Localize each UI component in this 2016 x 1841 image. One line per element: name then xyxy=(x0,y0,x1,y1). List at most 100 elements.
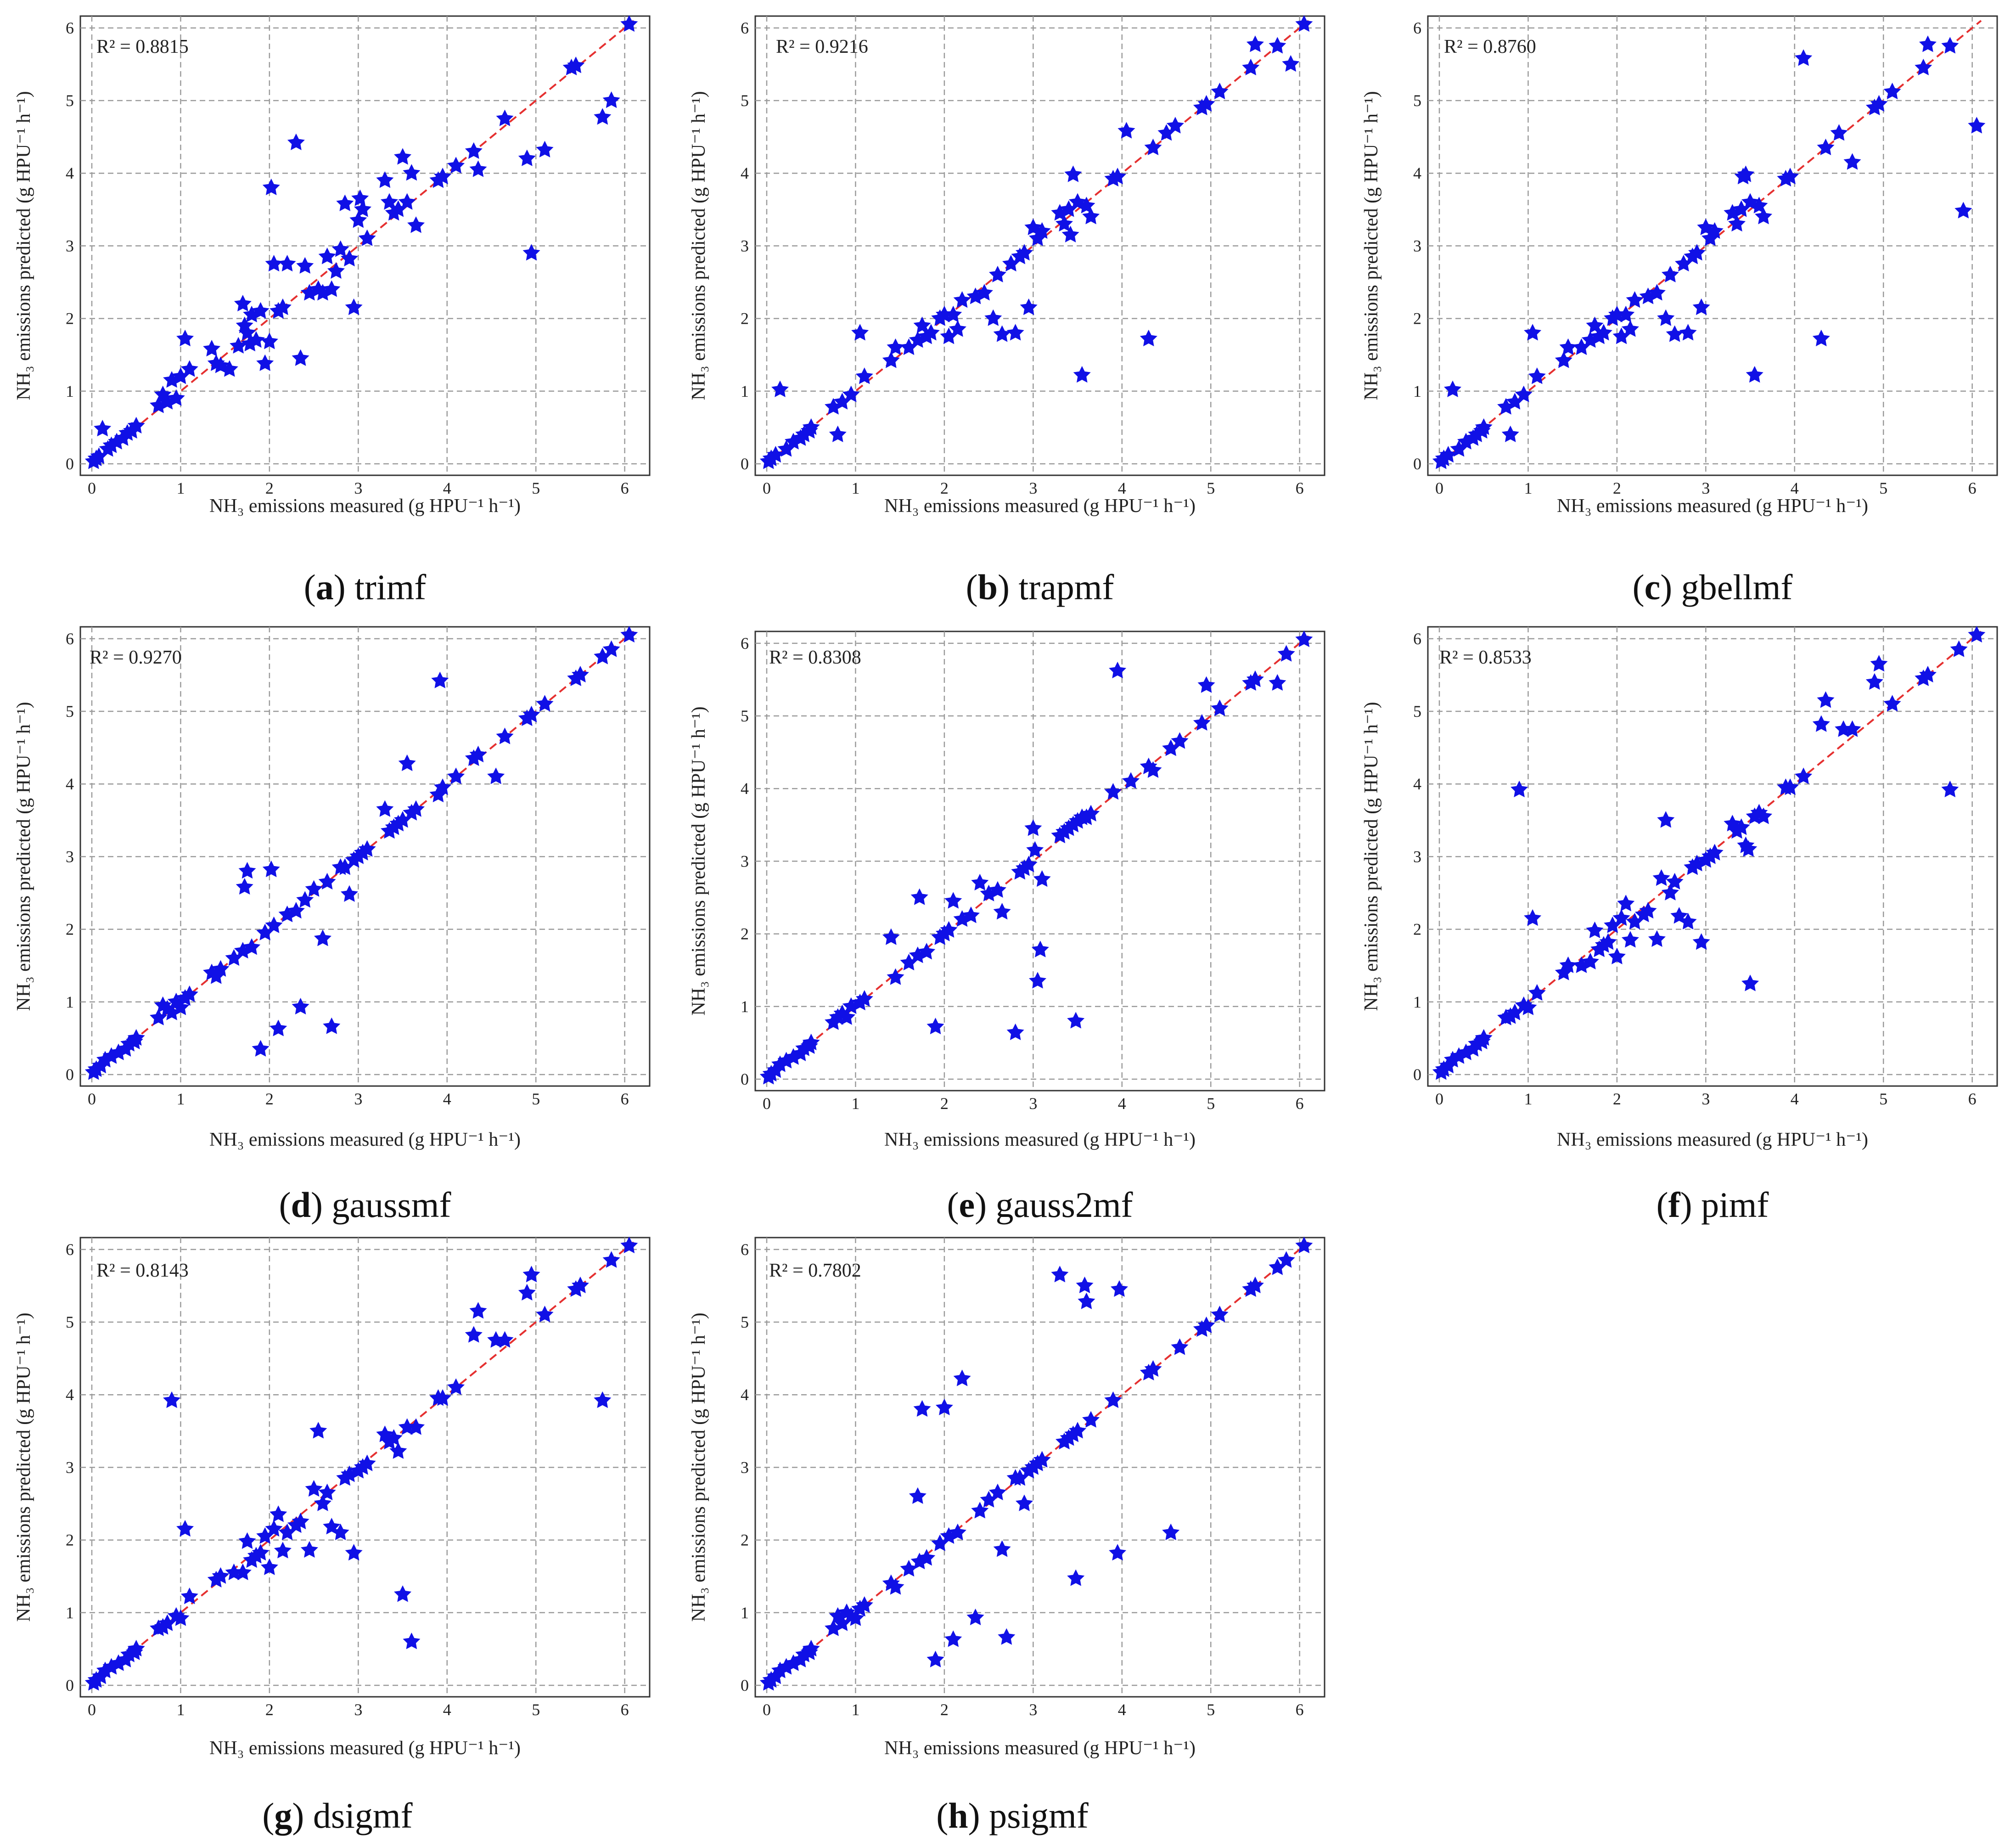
y-tick-labels: 0 1 2 3 4 5 6 xyxy=(1413,630,1421,1084)
x-tick-label: 3 xyxy=(1029,479,1037,497)
data-point xyxy=(1830,124,1848,141)
x-tick-label: 0 xyxy=(1435,1090,1443,1108)
data-point xyxy=(1741,974,1759,991)
panel-caption: (h) psigmf xyxy=(936,1796,1089,1835)
y-tick-labels: 0 1 2 3 4 5 6 xyxy=(66,1240,74,1695)
data-point xyxy=(1941,780,1959,798)
data-point xyxy=(203,340,221,357)
data-point xyxy=(176,329,194,347)
data-point xyxy=(1621,931,1639,948)
data-point xyxy=(855,367,873,384)
x-tick-label: 0 xyxy=(763,1094,771,1113)
panel-letter: f xyxy=(1668,1185,1681,1225)
y-tick-label: 6 xyxy=(741,1240,749,1259)
x-tick-label: 0 xyxy=(763,1700,771,1719)
y-tick-label: 3 xyxy=(741,1458,749,1476)
y-tick-label: 2 xyxy=(66,1531,74,1549)
y-tick-label: 5 xyxy=(741,91,749,110)
y-tick-label: 3 xyxy=(1413,847,1421,866)
y-tick-label: 5 xyxy=(66,702,74,721)
data-point xyxy=(927,1018,944,1035)
y-tick-label: 0 xyxy=(741,455,749,473)
data-point xyxy=(1104,783,1122,800)
x-tick-labels: 0 1 2 3 4 5 6 xyxy=(88,1700,629,1719)
data-point xyxy=(1817,691,1835,708)
data-point xyxy=(927,1650,944,1667)
x-tick-label: 5 xyxy=(1879,479,1887,497)
panel-letter: c xyxy=(1645,567,1661,607)
data-point xyxy=(1246,35,1264,52)
data-point xyxy=(1919,35,1937,52)
data-point xyxy=(1865,673,1883,690)
y-tick-labels: 0 1 2 3 4 5 6 xyxy=(66,19,74,473)
panel-b: 0 1 2 3 4 5 6 0 1 2 3 4 5 6 R² = 0.9216 NH₃ emission… xyxy=(688,15,1325,607)
x-tick-label: 4 xyxy=(1118,1700,1126,1719)
data-point xyxy=(966,1608,984,1626)
data-point xyxy=(1692,298,1710,315)
y-tick-labels: 0 1 2 3 4 5 6 xyxy=(1413,19,1421,473)
data-point xyxy=(1269,674,1286,691)
gridlines xyxy=(755,631,1325,1091)
panel-name: trimf xyxy=(354,567,426,607)
y-tick-labels: 0 1 2 3 4 5 6 xyxy=(741,19,749,473)
data-point xyxy=(1511,780,1528,798)
data-point xyxy=(971,873,989,891)
data-point xyxy=(1795,767,1813,784)
y-tick-label: 4 xyxy=(741,1385,749,1404)
data-point xyxy=(1282,55,1300,72)
y-tick-label: 4 xyxy=(741,164,749,182)
y-tick-label: 0 xyxy=(66,1065,74,1084)
data-point xyxy=(1679,324,1697,341)
data-point xyxy=(602,91,620,108)
data-point xyxy=(465,142,483,159)
y-tick-label: 1 xyxy=(66,382,74,400)
data-point xyxy=(1211,83,1229,100)
y-tick-label: 6 xyxy=(66,630,74,648)
x-tick-label: 2 xyxy=(940,1094,949,1113)
gridlines xyxy=(755,16,1325,475)
x-tick-label: 6 xyxy=(621,1090,629,1108)
x-tick-label: 5 xyxy=(1207,1094,1215,1113)
data-point xyxy=(1883,83,1901,100)
y-tick-label: 1 xyxy=(741,1604,749,1622)
data-point xyxy=(771,380,789,397)
data-point xyxy=(536,1306,554,1323)
data-point xyxy=(1064,165,1082,182)
data-point xyxy=(1524,909,1542,926)
scatter-points xyxy=(759,1236,1313,1691)
y-axis-label: NH₃ emissions predicted (g HPU⁻¹ h⁻¹) xyxy=(688,706,709,1015)
data-point xyxy=(447,767,465,784)
data-point xyxy=(465,1326,483,1343)
data-point xyxy=(305,880,323,897)
data-point xyxy=(594,108,612,125)
y-tick-label: 3 xyxy=(1413,236,1421,255)
r2-label: R² = 0.8815 xyxy=(96,36,189,57)
x-tick-label: 4 xyxy=(1118,1094,1126,1113)
x-tick-labels: 0 1 2 3 4 5 6 xyxy=(1435,1090,1977,1108)
data-point xyxy=(887,968,904,985)
panel-caption: (e) gauss2mf xyxy=(947,1185,1133,1225)
scatter-points xyxy=(84,15,638,469)
y-tick-label: 1 xyxy=(741,382,749,400)
y-tick-label: 6 xyxy=(741,19,749,37)
x-tick-label: 4 xyxy=(443,479,451,497)
data-point xyxy=(1657,811,1675,828)
x-tick-labels: 0 1 2 3 4 5 6 xyxy=(88,1090,629,1108)
data-point xyxy=(394,1585,412,1602)
data-point xyxy=(394,148,412,165)
data-point xyxy=(260,332,278,349)
data-point xyxy=(944,1630,962,1647)
data-point xyxy=(1657,309,1675,326)
data-point xyxy=(1109,661,1127,679)
data-point xyxy=(1444,380,1462,397)
data-point xyxy=(1870,655,1888,672)
data-point xyxy=(345,1544,363,1561)
x-tick-label: 6 xyxy=(621,1700,629,1719)
x-tick-label: 2 xyxy=(940,1700,949,1719)
data-point xyxy=(278,254,296,272)
data-point xyxy=(447,1378,465,1395)
data-point xyxy=(403,164,421,181)
y-tick-label: 5 xyxy=(741,707,749,725)
data-point xyxy=(1617,895,1635,912)
data-point xyxy=(176,1520,194,1537)
